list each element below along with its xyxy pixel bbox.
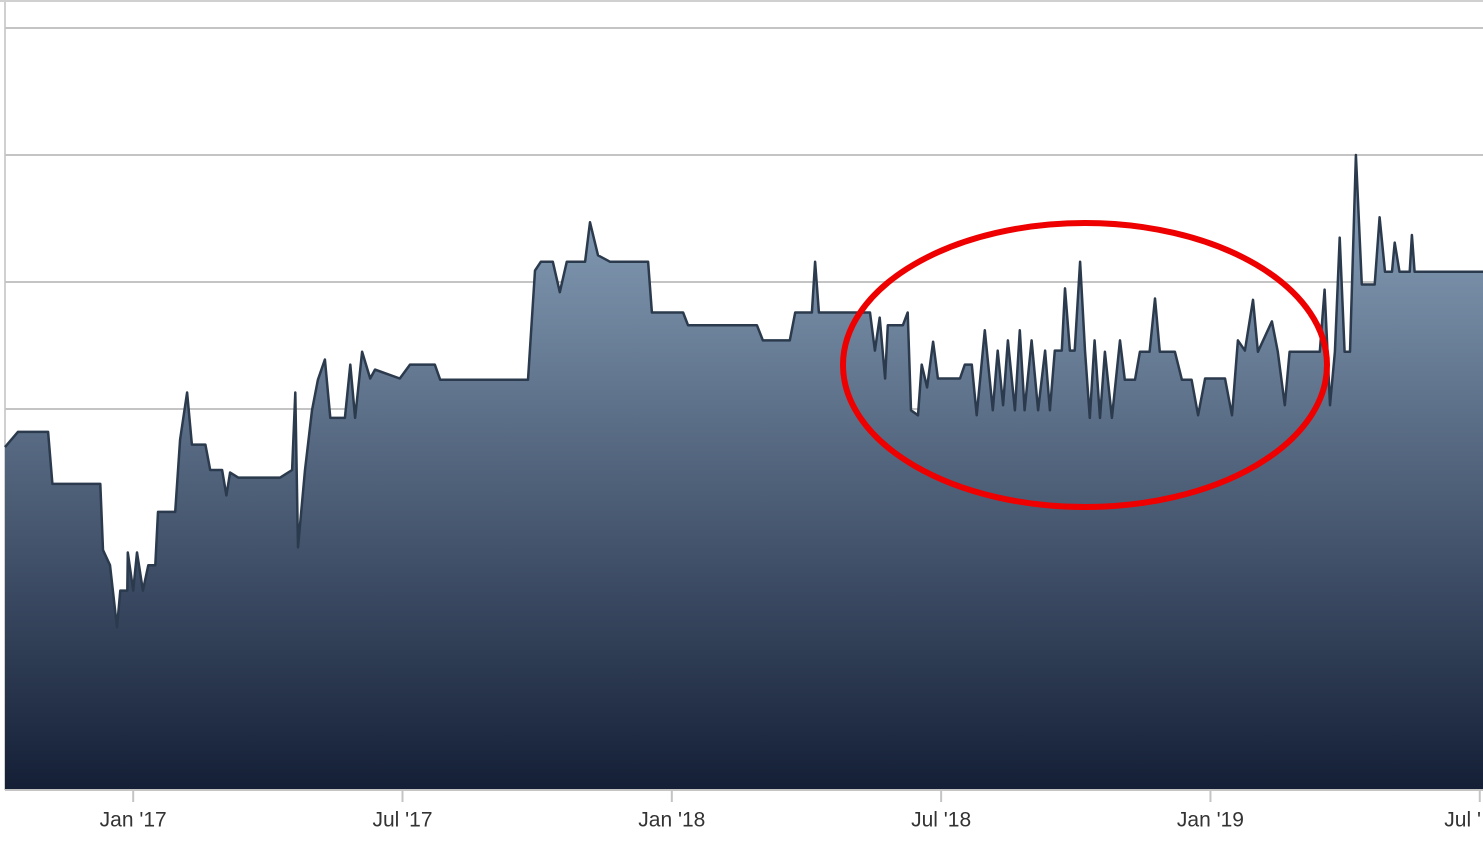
x-tick-label: Jul '18 bbox=[911, 809, 971, 832]
x-tick-label: Jul '17 bbox=[372, 809, 432, 832]
x-tick-label: Jul ' bbox=[1444, 809, 1481, 832]
x-axis: Jan '17 Jul '17 Jan '18 Jul '18 Jan '19 Jul ' bbox=[5, 789, 1483, 832]
highlight-ellipse bbox=[840, 220, 1330, 510]
x-tick-label: Jan '19 bbox=[1177, 809, 1244, 832]
x-tick-label: Jan '18 bbox=[638, 809, 705, 832]
price-line bbox=[4, 153, 1483, 629]
plot bbox=[4, 153, 1483, 790]
x-tick-label: Jan '17 bbox=[100, 809, 167, 832]
area-fill bbox=[5, 155, 1483, 790]
